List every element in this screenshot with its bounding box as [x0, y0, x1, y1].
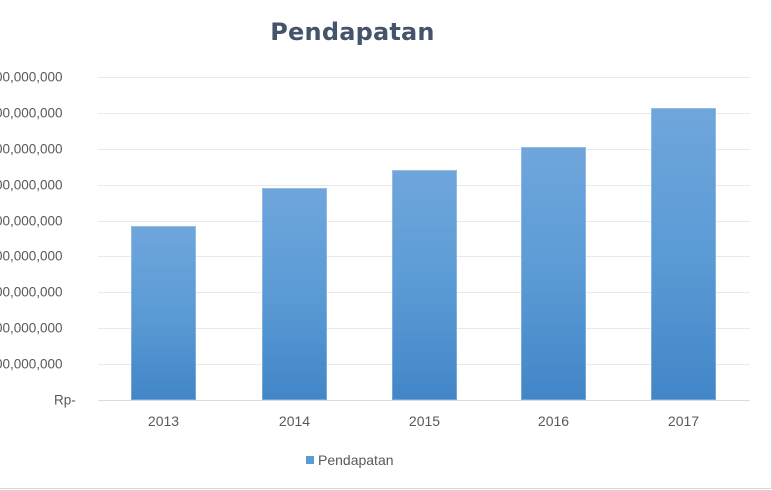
x-tick-label: 2017 — [667, 413, 700, 429]
y-tick-label: 00,000,000 — [0, 248, 63, 264]
y-tick-label: 00,000,000 — [0, 177, 63, 193]
y-tick-label: 00,000,000 — [0, 213, 63, 229]
x-tick-label: 2013 — [147, 413, 180, 429]
y-tick-label: 00,000,000 — [0, 105, 63, 121]
x-tick-label: 2015 — [408, 413, 441, 429]
y-tick-label: 00,000,000 — [0, 356, 63, 372]
bar-2017[interactable] — [651, 108, 716, 400]
bar-2013[interactable] — [131, 225, 196, 400]
y-tick-label: 00,000,000 — [0, 69, 63, 85]
legend-label: Pendapatan — [318, 452, 394, 468]
x-tick-label: 2016 — [537, 413, 570, 429]
x-axis-line — [98, 400, 750, 401]
y-tick-label: 00,000,000 — [0, 284, 63, 300]
y-tick-label: 00,000,000 — [0, 141, 63, 157]
y-tick-label: 00,000,000 — [0, 320, 63, 336]
gridline — [98, 149, 750, 150]
legend-swatch-icon — [306, 456, 314, 464]
gridline — [98, 77, 750, 78]
bar-2015[interactable] — [392, 169, 457, 400]
chart-title: Pendapatan — [270, 18, 435, 46]
legend[interactable]: Pendapatan — [306, 452, 394, 468]
y-tick-label: Rp- — [54, 392, 76, 408]
bar-2016[interactable] — [521, 146, 586, 400]
gridline — [98, 113, 750, 114]
x-tick-label: 2014 — [278, 413, 311, 429]
bar-2014[interactable] — [262, 187, 327, 400]
